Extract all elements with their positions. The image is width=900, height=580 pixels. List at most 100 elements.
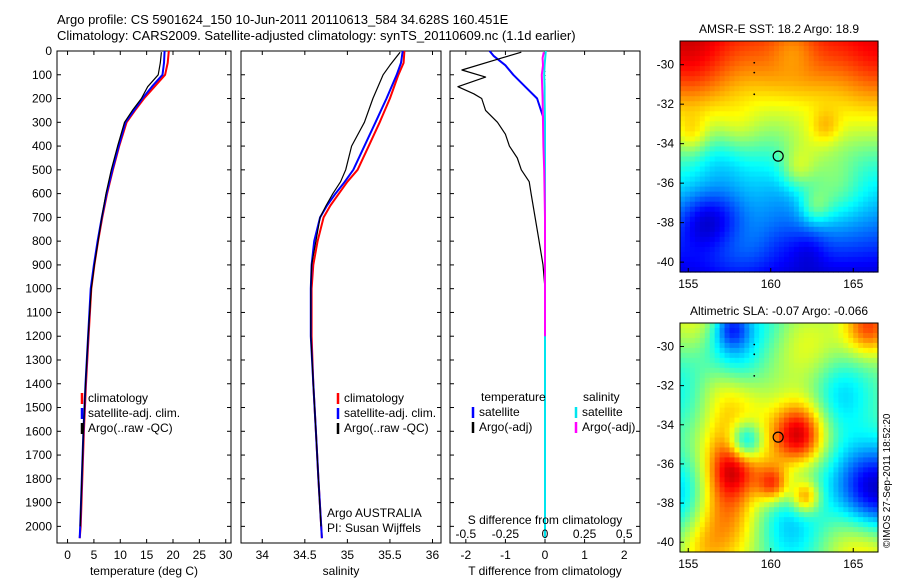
sla-map-heatmap-cell (729, 412, 736, 419)
sst-map-heatmap-cell (783, 186, 790, 193)
sla-map-heatmap-cell (754, 377, 760, 384)
sla-map-heatmap-cell (838, 457, 844, 463)
sla-map-heatmap-cell (843, 542, 849, 548)
sst-map-heatmap-cell (843, 171, 849, 178)
sla-map-heatmap-cell (823, 497, 830, 503)
sla-map-heatmap-cell (774, 417, 780, 424)
temperature-ytick-label: 2000 (25, 519, 52, 533)
sla-map-heatmap-cell (774, 542, 780, 548)
sla-map-heatmap-cell (808, 387, 815, 394)
sla-map-heatmap-cell (734, 412, 740, 419)
sst-map-heatmap-cell (714, 206, 721, 213)
sla-map-heatmap-cell (774, 362, 780, 369)
temperature-ytick-label: 1100 (26, 305, 52, 319)
sst-map-heatmap-cell (744, 156, 750, 163)
sla-map-heatmap-cell (764, 462, 770, 468)
sst-map-heatmap-cell (818, 206, 825, 213)
salinity-xtick-label: 35 (341, 548, 355, 562)
sst-map-heatmap-cell (803, 96, 810, 102)
sla-map-heatmap-cell (808, 323, 815, 329)
sst-map-heatmap-cell (798, 131, 805, 138)
sla-map-heatmap-cell (714, 392, 721, 399)
sst-map-heatmap-cell (774, 41, 780, 47)
sla-map-heatmap-cell (798, 507, 805, 513)
sst-map-heatmap-cell (783, 231, 790, 238)
sla-map-heatmap-cell (694, 332, 701, 339)
sla-map-heatmap-cell (684, 382, 691, 389)
sla-map-heatmap-cell (828, 502, 835, 508)
sla-map-heatmap-cell (793, 487, 800, 493)
sla-map-heatmap-cell (689, 347, 696, 354)
sla-map-heatmap-cell (759, 327, 765, 334)
temperature-axes-box (56, 50, 232, 544)
sla-map-heatmap-cell (759, 512, 765, 518)
sla-map-heatmap-cell (769, 452, 775, 459)
sla-map-heatmap-cell (724, 422, 731, 429)
sla-map-heatmap-cell (828, 507, 835, 513)
sst-map-heatmap-cell (828, 101, 835, 107)
sst-map-heatmap-cell (704, 146, 711, 153)
sla-map-ytick-label: -34 (657, 418, 675, 432)
sla-map-heatmap-cell (833, 477, 839, 483)
sla-map-heatmap-cell (838, 517, 844, 523)
sst-map-heatmap-cell (808, 66, 815, 72)
sst-map-heatmap-cell (704, 96, 711, 102)
sla-map-heatmap-cell (843, 392, 849, 399)
sst-map-heatmap-cell (818, 161, 825, 168)
sst-map-heatmap-cell (739, 51, 745, 57)
sla-map-heatmap-cell (853, 392, 859, 399)
sst-map-heatmap-cell (793, 76, 800, 82)
sst-map-heatmap-cell (759, 201, 765, 208)
sla-map-xtick-label: 155 (678, 557, 698, 571)
sst-map-heatmap-cell (699, 181, 706, 188)
sst-map-heatmap-cell (779, 181, 785, 188)
sla-map-heatmap-cell (783, 457, 790, 463)
sst-map-heatmap-cell (843, 161, 849, 168)
sla-map-heatmap-cell (813, 377, 820, 384)
sst-map-heatmap-cell (724, 181, 731, 188)
sla-map-heatmap-cell (759, 447, 765, 454)
sla-map-heatmap-cell (729, 432, 736, 439)
sst-map-heatmap-cell (803, 66, 810, 72)
sst-map-heatmap-cell (833, 186, 839, 193)
sst-map-heatmap-cell (793, 56, 800, 62)
sla-map-heatmap-cell (704, 352, 711, 359)
sla-map-heatmap-cell (858, 502, 864, 508)
sla-map-heatmap-cell (774, 327, 780, 334)
sla-map-heatmap-cell (858, 367, 864, 374)
sst-map-heatmap-cell (868, 236, 874, 243)
sla-map-heatmap-cell (868, 342, 874, 349)
sst-map-heatmap-cell (729, 266, 736, 273)
sla-map-heatmap-cell (744, 422, 750, 429)
sla-map-heatmap-cell (848, 507, 854, 513)
sst-map-heatmap-cell (783, 56, 790, 62)
sst-map-heatmap-cell (838, 171, 844, 178)
sst-map-heatmap-cell (808, 226, 815, 233)
sla-map-heatmap-cell (813, 357, 820, 364)
sst-map-heatmap-cell (714, 156, 721, 163)
sst-map-heatmap-cell (803, 46, 810, 52)
sst-map-heatmap-cell (868, 51, 874, 57)
sst-map-heatmap-cell (709, 196, 716, 203)
sla-map-heatmap-cell (749, 367, 755, 374)
sst-map-heatmap-cell (873, 241, 879, 248)
sla-map-heatmap-cell (749, 337, 755, 344)
sst-map-heatmap-cell (873, 151, 879, 158)
sst-map-heatmap-cell (868, 56, 874, 62)
sst-map-heatmap-cell (868, 206, 874, 213)
sla-map-heatmap-cell (709, 517, 716, 523)
salinity-panel: 34 34.5 35 35.5 36climatologysatellite-adj. … (240, 50, 442, 578)
sst-map-heatmap-cell (808, 256, 815, 263)
sla-map-heatmap-cell (843, 442, 849, 449)
sst-map-heatmap-cell (680, 236, 686, 243)
sla-map-heatmap-cell (749, 487, 755, 493)
sst-map-heatmap-cell (833, 136, 839, 143)
sst-map-heatmap-cell (734, 101, 740, 107)
sst-map-heatmap-cell (689, 206, 696, 213)
sst-map-heatmap-cell (863, 196, 869, 203)
sla-map-heatmap-cell (798, 537, 805, 543)
sla-map-heatmap-cell (719, 512, 726, 518)
sst-map-heatmap-cell (709, 41, 716, 47)
sst-map-heatmap-cell (873, 91, 879, 97)
sla-map-heatmap-cell (739, 397, 745, 404)
